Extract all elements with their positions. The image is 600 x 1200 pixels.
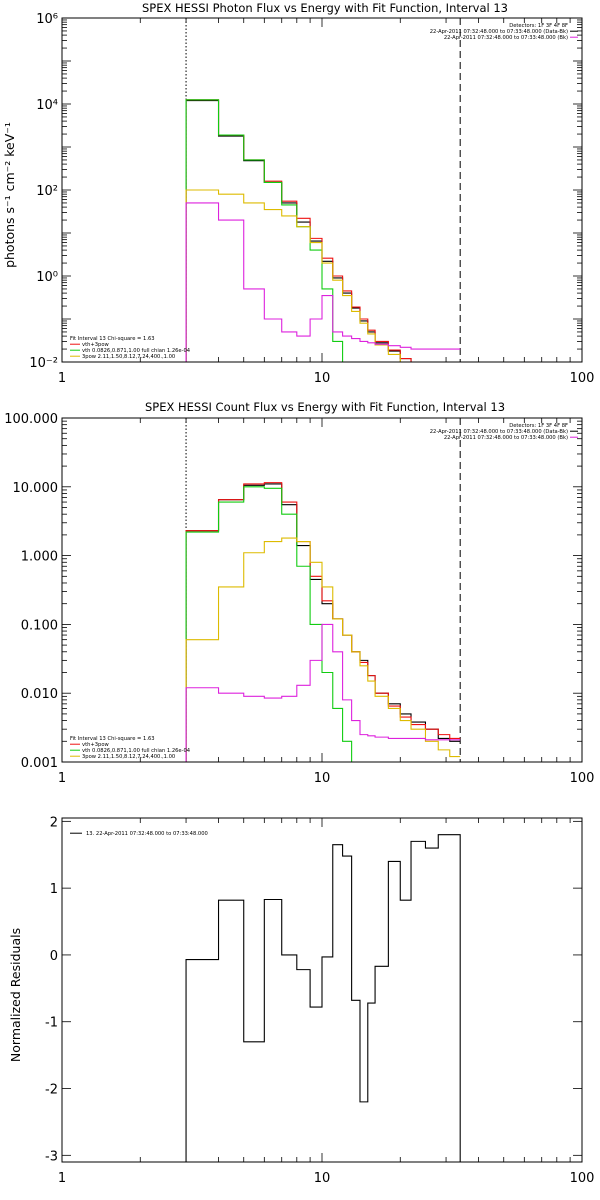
resid-ytick-label: -3 xyxy=(45,1149,58,1164)
count-series-4 xyxy=(185,623,461,762)
photon-xtick-label: 100 xyxy=(570,371,595,386)
resid-xtick-label: 10 xyxy=(314,1171,331,1186)
count-legend-bottom-entry: vth+3pow xyxy=(82,742,110,748)
count-flux-title: SPEX HESSI Count Flux vs Energy with Fit… xyxy=(145,400,505,414)
photon-series-4 xyxy=(185,202,461,362)
count-legend-bottom-entry: 3pow 2.11,1.50,8.12,7.24,400.,1.00 xyxy=(82,754,175,760)
photon-flux-title: SPEX HESSI Photon Flux vs Energy with Fi… xyxy=(142,1,508,15)
count-flux-frame xyxy=(61,417,583,763)
resid-ytick-label: -1 xyxy=(45,1016,58,1031)
count-ytick-label: 0.100 xyxy=(21,618,58,633)
count-ytick-label: 0.010 xyxy=(21,687,58,702)
residuals-frame xyxy=(61,817,583,1163)
photon-legend-bottom-entry: vth 0.0826,0.871,1.00 full chian 1.26e-0… xyxy=(82,348,191,354)
photon-legend-bottom-entry: Fit Interval 13 Chi-square = 1.63 xyxy=(70,336,155,342)
photon-xtick-label: 1 xyxy=(58,371,66,386)
photon-flux-panel: SPEX HESSI Photon Flux vs Energy with Fi… xyxy=(2,1,594,386)
residuals-ylabel: Normalized Residuals xyxy=(8,928,23,1062)
count-legend-bottom-entry: Fit Interval 13 Chi-square = 1.63 xyxy=(70,736,155,742)
photon-flux-ylabel: photons s⁻¹ cm⁻² keV⁻¹ xyxy=(2,122,17,268)
photon-ytick-label: 10² xyxy=(36,184,58,199)
photon-ytick-label: 10⁻² xyxy=(29,356,58,371)
residuals-panel: Normalized Residuals 1 10 100 -3 -2 -1 0 1 2 13.… xyxy=(8,815,594,1186)
count-ytick-label: 1.000 xyxy=(21,550,58,565)
photon-series-3 xyxy=(185,189,461,362)
photon-ytick-label: 10⁰ xyxy=(36,270,58,285)
count-legend-top-entry: 22-Apr-2011 07:32:48.000 to 07:33:48.000… xyxy=(444,435,568,441)
photon-ytick-label: 10⁶ xyxy=(36,12,58,27)
count-xtick-label: 1 xyxy=(58,771,66,786)
photon-series-2 xyxy=(185,99,461,362)
resid-ytick-label: 1 xyxy=(50,882,58,897)
count-ytick-label: 100.000 xyxy=(4,412,58,427)
photon-legend-bottom-entry: vth+3pow xyxy=(82,342,110,348)
count-ytick-label: 10.000 xyxy=(13,481,59,496)
resid-ytick-label: 2 xyxy=(50,815,58,830)
count-xtick-label: 100 xyxy=(570,771,595,786)
photon-legend-top-entry: 22-Apr-2011 07:32:48.000 to 07:33:48.000… xyxy=(444,35,568,41)
photon-xtick-label: 10 xyxy=(314,371,331,386)
count-legend-bottom-entry: vth 0.0826,0.871,1.00 full chian 1.26e-0… xyxy=(82,748,191,754)
count-series-2 xyxy=(185,486,461,762)
resid-series-0 xyxy=(185,834,461,1162)
photon-series-0 xyxy=(185,100,461,362)
count-series-1 xyxy=(185,482,461,762)
resid-legend-entry: 13. 22-Apr-2011 07:32:48.000 to 07:33:48… xyxy=(86,831,208,837)
count-series-3 xyxy=(185,537,461,762)
resid-xtick-label: 1 xyxy=(58,1171,66,1186)
count-legend-top-entry: 22-Apr-2011 07:32:48.000 to 07:33:48.000… xyxy=(430,429,568,435)
photon-legend-bottom-entry: 3pow 2.11,1.50,8.12,7.24,400.,1.00 xyxy=(82,354,175,360)
count-flux-panel: SPEX HESSI Count Flux vs Energy with Fit… xyxy=(4,400,594,786)
photon-legend-top-entry: 22-Apr-2011 07:32:48.000 to 07:33:48.000… xyxy=(430,29,568,35)
count-series-0 xyxy=(185,483,461,762)
photon-series-1 xyxy=(185,99,461,362)
photon-ytick-label: 10⁴ xyxy=(36,98,58,113)
photon-legend-top-entry: Detectors: 1F 3F 4F 8F xyxy=(509,23,568,29)
count-legend-top-entry: Detectors: 1F 3F 4F 8F xyxy=(509,423,568,429)
resid-ytick-label: 0 xyxy=(50,949,58,964)
photon-flux-frame xyxy=(61,17,583,363)
resid-ytick-label: -2 xyxy=(45,1083,58,1098)
count-ytick-label: 0.001 xyxy=(21,756,58,771)
resid-xtick-label: 100 xyxy=(570,1171,595,1186)
count-xtick-label: 10 xyxy=(314,771,331,786)
